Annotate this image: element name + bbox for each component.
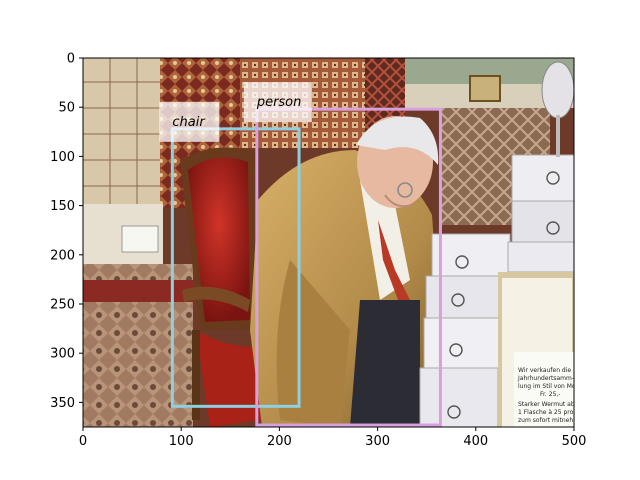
sign-line-4: Fr. 25,- — [540, 391, 560, 398]
chair-bbox — [170, 127, 301, 408]
person-bbox — [255, 107, 442, 427]
handwritten-sign: Wir verkaufen die Jahrhundertsamm- lung … — [514, 352, 591, 427]
chair-label: chair — [172, 115, 206, 130]
sign-line-2: Jahrhundertsamm- — [517, 375, 574, 382]
person-label-bg — [243, 82, 312, 123]
sign-line-6: 1 Flasche à 25 pro — [518, 409, 574, 416]
detections-layer: chair person — [159, 82, 442, 427]
person — [250, 116, 440, 427]
x-axis-ticks: 0 100 200 300 400 500 — [79, 427, 587, 449]
photo: Wir verkaufen die Jahrhundertsamm- lung … — [83, 58, 591, 427]
y-tick-label: 50 — [58, 101, 75, 116]
sign-line-7: zum sofort mitnehmen — [518, 417, 587, 424]
x-tick-label: 0 — [79, 434, 87, 449]
y-tick-label: 0 — [67, 52, 75, 67]
sign-line-3: lung im Stil von Mourlin- — [518, 383, 591, 390]
y-tick-label: 200 — [50, 248, 75, 263]
small-frame — [469, 75, 501, 102]
y-tick-label: 350 — [50, 396, 75, 411]
left-tile-wall — [83, 58, 163, 204]
red-rug-edge — [83, 280, 193, 302]
sign-line-1: Wir verkaufen die — [518, 367, 571, 374]
price-card — [121, 225, 159, 253]
sign-line-5: Starker Wermut ab.. — [518, 401, 579, 408]
wine-glass — [541, 61, 574, 157]
x-tick-label: 100 — [169, 434, 194, 449]
y-tick-label: 100 — [50, 150, 75, 165]
chair — [180, 147, 262, 427]
x-tick-label: 200 — [267, 434, 292, 449]
tile-grid — [83, 58, 163, 204]
person-label: person — [256, 95, 302, 110]
y-tick-label: 250 — [50, 298, 75, 313]
chair-label-bg — [159, 101, 220, 142]
x-tick-label: 400 — [463, 434, 488, 449]
x-tick-label: 300 — [365, 434, 390, 449]
x-tick-label: 500 — [562, 434, 587, 449]
y-tick-label: 300 — [50, 347, 75, 362]
axes-frame — [82, 57, 575, 428]
y-axis-ticks: 0 50 100 150 200 250 300 350 — [50, 52, 83, 411]
y-tick-label: 150 — [50, 199, 75, 214]
